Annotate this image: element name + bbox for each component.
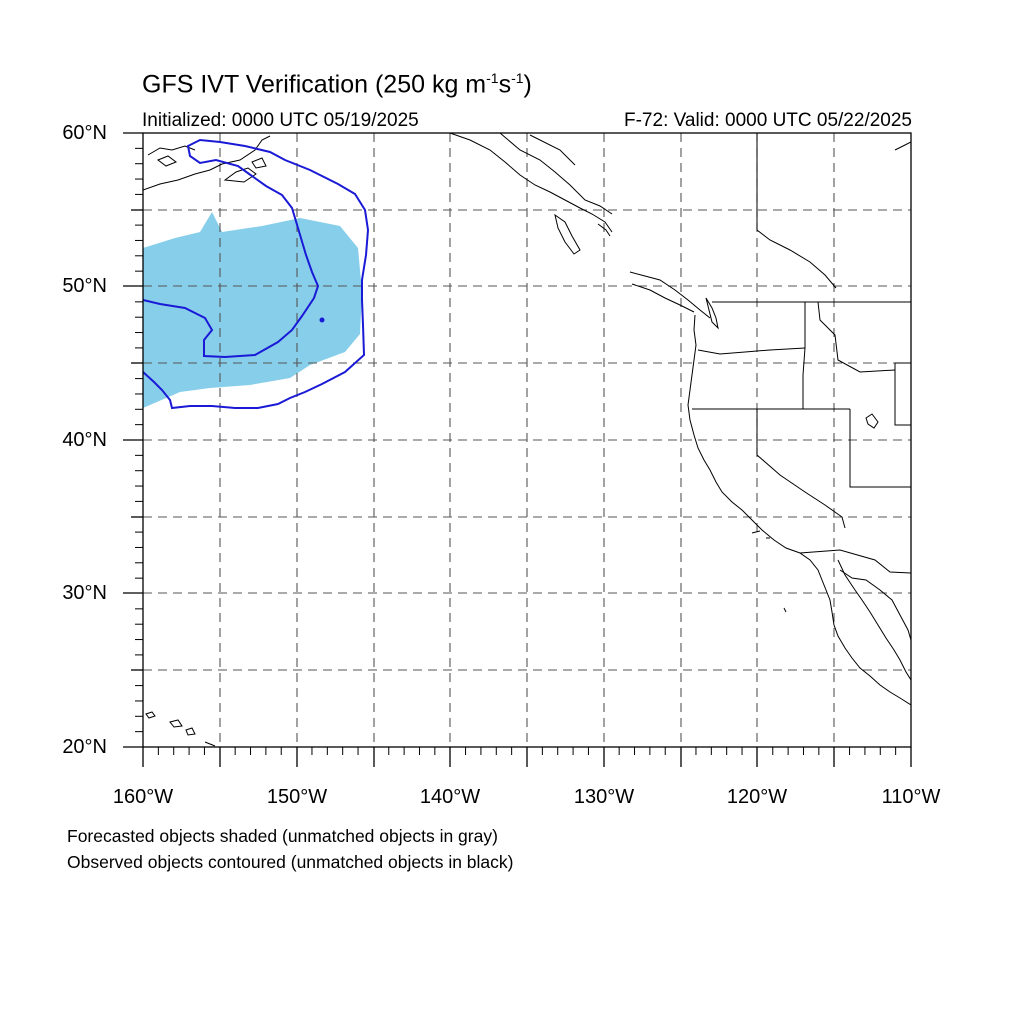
- lat-label-30n: 30°N: [62, 582, 107, 604]
- forecast-ivt-object: [143, 212, 362, 408]
- lon-label-160w: 160°W: [112, 786, 174, 808]
- observed-ivt-contour: [143, 138, 370, 410]
- lat-label-60n: 60°N: [62, 122, 107, 144]
- lon-label-140w: 140°W: [419, 786, 481, 808]
- lon-label-150w: 150°W: [266, 786, 328, 808]
- lat-label-50n: 50°N: [62, 275, 107, 297]
- lat-label-40n: 40°N: [62, 429, 107, 451]
- lat-label-20n: 20°N: [62, 736, 107, 758]
- lon-label-110w: 110°W: [881, 786, 941, 808]
- lon-label-120w: 120°W: [726, 786, 788, 808]
- lon-label-130w: 130°W: [573, 786, 635, 808]
- initialized-time: Initialized: 0000 UTC 05/19/2025: [142, 110, 419, 131]
- legend-observed-note: Observed objects contoured (unmatched ob…: [67, 852, 514, 872]
- valid-time: F-72: Valid: 0000 UTC 05/22/2025: [624, 110, 912, 131]
- chart-title: GFS IVT Verification (250 kg m-1s-1): [142, 70, 532, 99]
- coastlines: [143, 133, 911, 747]
- legend-forecast-note: Forecasted objects shaded (unmatched obj…: [67, 826, 498, 846]
